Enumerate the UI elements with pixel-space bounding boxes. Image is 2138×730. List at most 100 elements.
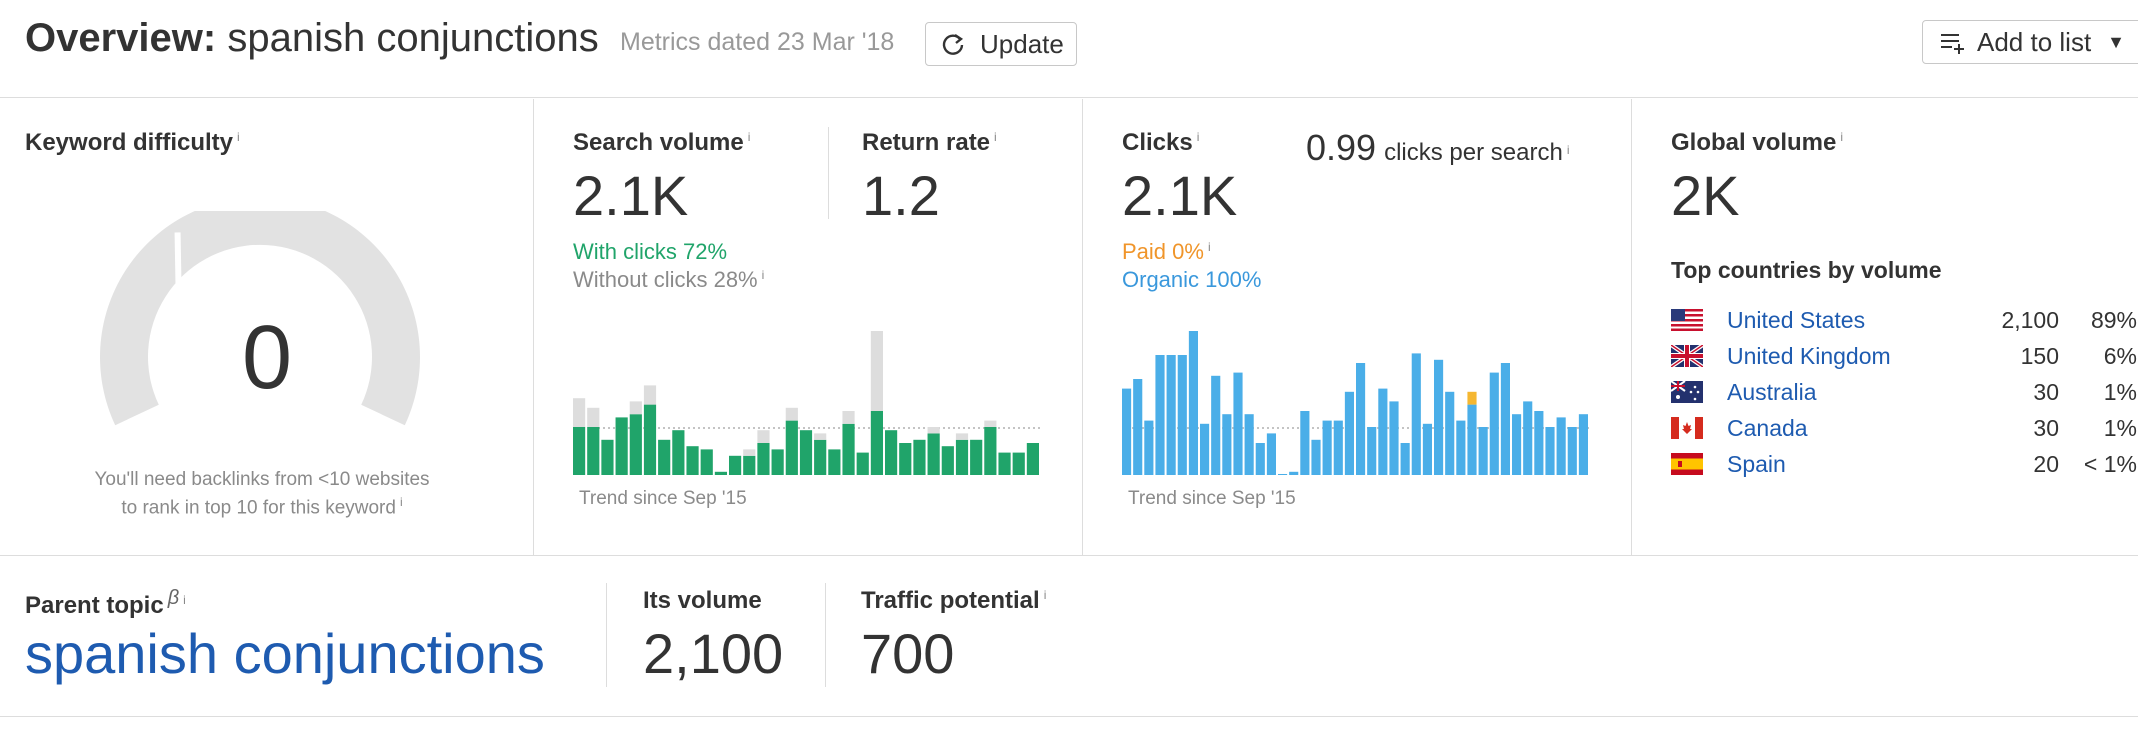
add-to-list-button[interactable]: Add to list ▼: [1922, 20, 2138, 64]
trend-bar[interactable]: [1311, 439, 1321, 475]
trend-bar[interactable]: [672, 430, 685, 475]
trend-bar-stack[interactable]: [757, 430, 770, 443]
info-icon[interactable]: i: [237, 130, 240, 144]
trend-bar[interactable]: [1155, 355, 1165, 475]
trend-bar[interactable]: [1512, 414, 1522, 475]
trend-bar[interactable]: [1489, 372, 1499, 475]
trend-bar[interactable]: [1233, 372, 1243, 475]
trend-bar[interactable]: [757, 443, 770, 475]
trend-bar[interactable]: [1188, 331, 1198, 475]
trend-bar[interactable]: [842, 423, 855, 475]
trend-bar-stack[interactable]: [587, 407, 600, 427]
trend-bar[interactable]: [601, 439, 614, 475]
trend-bar[interactable]: [1166, 355, 1176, 475]
trend-bar[interactable]: [984, 427, 997, 475]
trend-bar[interactable]: [1378, 388, 1388, 475]
trend-bar[interactable]: [1400, 443, 1410, 475]
trend-bar-stack[interactable]: [955, 433, 969, 440]
country-link[interactable]: United States: [1727, 307, 1866, 333]
trend-bar[interactable]: [1500, 363, 1510, 475]
trend-bar-stack[interactable]: [870, 331, 883, 411]
update-button[interactable]: Update: [925, 22, 1077, 66]
trend-bar[interactable]: [785, 420, 798, 475]
trend-bar[interactable]: [1456, 420, 1466, 475]
trend-bar[interactable]: [1012, 452, 1025, 475]
trend-bar[interactable]: [1356, 363, 1366, 475]
trend-bar[interactable]: [927, 433, 940, 475]
search-volume-trend-chart[interactable]: [573, 325, 1041, 475]
info-icon[interactable]: i: [994, 130, 997, 144]
trend-bar[interactable]: [714, 471, 727, 475]
info-icon[interactable]: i: [399, 495, 403, 509]
info-icon[interactable]: i: [1840, 130, 1844, 144]
trend-bar[interactable]: [1266, 433, 1276, 475]
trend-bar-stack[interactable]: [785, 407, 798, 421]
info-icon[interactable]: i: [1043, 588, 1047, 602]
trend-bar[interactable]: [1445, 391, 1455, 475]
trend-bar[interactable]: [1434, 359, 1444, 475]
trend-bar-stack[interactable]: [629, 401, 642, 415]
trend-bar[interactable]: [1122, 388, 1132, 475]
trend-bar[interactable]: [955, 439, 969, 475]
info-icon[interactable]: i: [1207, 239, 1211, 254]
info-icon[interactable]: i: [1566, 142, 1570, 157]
info-icon[interactable]: i: [183, 593, 186, 607]
trend-bar-stack[interactable]: [643, 385, 657, 405]
trend-bar[interactable]: [686, 446, 699, 475]
trend-bar[interactable]: [743, 455, 756, 475]
trend-bar[interactable]: [729, 455, 742, 475]
trend-bar[interactable]: [1255, 443, 1265, 475]
trend-bar[interactable]: [1133, 379, 1143, 475]
parent-topic-link[interactable]: spanish conjunctions: [25, 622, 545, 685]
clicks-trend-chart[interactable]: [1122, 325, 1590, 475]
trend-bar[interactable]: [1545, 427, 1555, 475]
trend-bar[interactable]: [1177, 355, 1187, 475]
trend-bar[interactable]: [1367, 427, 1377, 475]
trend-bar[interactable]: [899, 443, 912, 475]
trend-bar-stack[interactable]: [1467, 391, 1477, 405]
trend-bar[interactable]: [1422, 423, 1432, 475]
trend-bar[interactable]: [1222, 414, 1232, 475]
trend-bar-stack[interactable]: [984, 420, 997, 427]
trend-bar[interactable]: [1411, 353, 1421, 475]
country-link[interactable]: Australia: [1727, 379, 1817, 405]
trend-bar[interactable]: [1467, 404, 1477, 475]
trend-bar[interactable]: [643, 404, 657, 475]
trend-bar[interactable]: [700, 449, 713, 475]
trend-bar[interactable]: [1578, 414, 1588, 475]
trend-bar[interactable]: [885, 430, 898, 475]
country-link[interactable]: Canada: [1727, 415, 1808, 441]
trend-bar[interactable]: [799, 430, 813, 475]
trend-bar[interactable]: [941, 446, 954, 475]
trend-bar[interactable]: [1556, 417, 1566, 475]
trend-bar[interactable]: [573, 427, 586, 475]
trend-bar-stack[interactable]: [927, 427, 940, 434]
trend-bar[interactable]: [1333, 420, 1343, 475]
info-icon[interactable]: i: [761, 267, 765, 282]
trend-bar-stack[interactable]: [842, 411, 855, 424]
trend-bar-stack[interactable]: [573, 398, 586, 427]
trend-bar[interactable]: [828, 449, 841, 475]
trend-bar[interactable]: [1278, 474, 1288, 475]
trend-bar[interactable]: [1200, 423, 1210, 475]
trend-bar[interactable]: [870, 411, 883, 475]
trend-bar[interactable]: [1523, 401, 1533, 475]
trend-bar[interactable]: [1478, 427, 1488, 475]
trend-bar[interactable]: [1211, 375, 1221, 475]
trend-bar[interactable]: [913, 439, 926, 475]
trend-bar[interactable]: [1300, 411, 1310, 475]
trend-bar[interactable]: [1567, 427, 1577, 475]
trend-bar[interactable]: [1344, 391, 1354, 475]
country-link[interactable]: Spain: [1727, 451, 1786, 477]
trend-bar[interactable]: [771, 449, 784, 475]
info-icon[interactable]: i: [1196, 130, 1200, 144]
trend-bar[interactable]: [814, 439, 827, 475]
trend-bar[interactable]: [587, 427, 600, 475]
trend-bar[interactable]: [1389, 401, 1399, 475]
trend-bar-stack[interactable]: [814, 433, 827, 440]
trend-bar-stack[interactable]: [743, 449, 756, 456]
trend-bar[interactable]: [856, 452, 869, 475]
trend-bar[interactable]: [1144, 420, 1154, 475]
trend-bar[interactable]: [1026, 443, 1039, 475]
trend-bar[interactable]: [1289, 471, 1299, 475]
